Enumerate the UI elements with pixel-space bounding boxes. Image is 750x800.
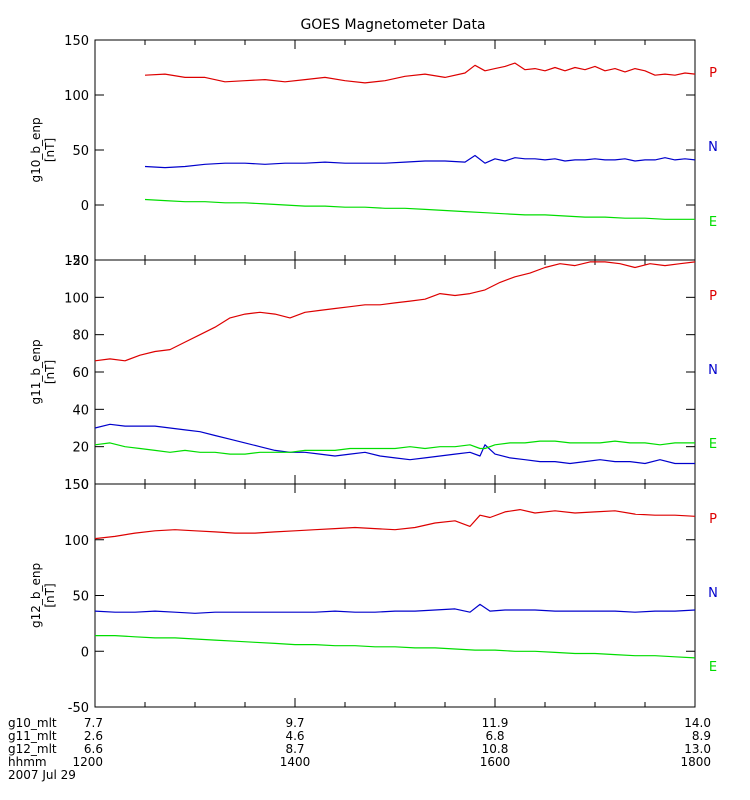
y-tick-label: -50 bbox=[68, 701, 89, 716]
x-row-value: 6.6 bbox=[84, 742, 103, 756]
y-axis-unit: [nT] bbox=[43, 138, 57, 162]
y-tick-label: 80 bbox=[72, 329, 89, 344]
legend-label-e: E bbox=[709, 437, 717, 452]
x-row-value: 14.0 bbox=[684, 716, 711, 730]
x-row-label: g10_mlt bbox=[8, 716, 57, 730]
series-line-e bbox=[94, 440, 695, 455]
y-tick-label: 0 bbox=[81, 478, 89, 493]
y-tick-label: 0 bbox=[81, 199, 89, 214]
panel-3: -50 0 50 100 150 g12_b_enp [nT] P N E bbox=[29, 478, 718, 716]
y-tick-label: 100 bbox=[64, 89, 89, 104]
x-axis-annotation-block: g10_mlt 7.7 9.7 11.9 14.0 g11_mlt 2.6 4.6 6.8 8.9… bbox=[8, 716, 711, 782]
x-row-value: 1200 bbox=[72, 755, 103, 769]
x-row-value: 6.8 bbox=[485, 729, 504, 743]
legend-label-n: N bbox=[708, 586, 718, 601]
y-axis-label: g12_b_enp bbox=[29, 563, 43, 628]
y-tick-label: 120 bbox=[64, 254, 89, 269]
x-row-value: 2.6 bbox=[84, 729, 103, 743]
series-line-n bbox=[94, 603, 696, 614]
panel-frame bbox=[94, 483, 696, 708]
series-line-p bbox=[94, 509, 696, 540]
x-row-value: 1800 bbox=[680, 755, 711, 769]
y-axis-unit: [nT] bbox=[43, 583, 57, 607]
y-tick-label: 100 bbox=[64, 534, 89, 549]
x-row-label: g12_mlt bbox=[8, 742, 57, 756]
x-row-value: 8.9 bbox=[692, 729, 711, 743]
x-row-label: g11_mlt bbox=[8, 729, 57, 743]
y-tick-label: 20 bbox=[72, 441, 89, 456]
y-axis-label: g11_b_enp bbox=[29, 339, 43, 404]
series-line-n bbox=[144, 154, 696, 169]
x-row-label: hhmm bbox=[8, 755, 47, 769]
panel-1: -50 0 50 100 150 g10_b_enp [nT] P N E bbox=[29, 34, 718, 269]
y-tick-label: 40 bbox=[72, 403, 89, 418]
y-tick-label: 60 bbox=[72, 366, 89, 381]
y-tick-label: 150 bbox=[64, 478, 89, 493]
y-tick-label: -50 bbox=[68, 254, 89, 269]
x-row-value: 9.7 bbox=[285, 716, 304, 730]
y-tick-label: 0 bbox=[81, 645, 89, 660]
legend-label-p: P bbox=[709, 512, 717, 527]
x-row-value: 8.7 bbox=[285, 742, 304, 756]
panel-frame bbox=[94, 39, 696, 261]
y-axis-label: g10_b_enp bbox=[29, 117, 43, 182]
x-row-value: 4.6 bbox=[285, 729, 304, 743]
legend-label-e: E bbox=[709, 660, 717, 675]
x-row-value: 13.0 bbox=[684, 742, 711, 756]
figure-title: GOES Magnetometer Data bbox=[300, 17, 485, 33]
x-row-value: 10.8 bbox=[482, 742, 509, 756]
series-line-p bbox=[94, 261, 696, 362]
x-row-value: 1400 bbox=[280, 755, 311, 769]
legend-label-p: P bbox=[709, 289, 717, 304]
x-row-value: 7.7 bbox=[84, 716, 103, 730]
legend-label-n: N bbox=[708, 363, 718, 378]
panel-2: 0 20 40 60 80 100 120 g11_b_enp [nT] P N E bbox=[29, 254, 718, 493]
y-tick-label: 150 bbox=[64, 34, 89, 49]
x-row-value: 11.9 bbox=[482, 716, 509, 730]
y-tick-label: 100 bbox=[64, 291, 89, 306]
series-line-p bbox=[144, 62, 696, 84]
series-line-e bbox=[95, 634, 696, 659]
series-line-n bbox=[94, 423, 695, 465]
y-tick-label: 50 bbox=[72, 144, 89, 159]
legend-label-e: E bbox=[709, 215, 717, 230]
x-row-value: 1600 bbox=[480, 755, 511, 769]
date-label: 2007 Jul 29 bbox=[8, 768, 76, 782]
y-axis-unit: [nT] bbox=[43, 360, 57, 384]
series-line-e bbox=[144, 198, 695, 220]
legend-label-p: P bbox=[709, 66, 717, 81]
legend-label-n: N bbox=[708, 140, 718, 155]
y-tick-label: 50 bbox=[72, 590, 89, 605]
